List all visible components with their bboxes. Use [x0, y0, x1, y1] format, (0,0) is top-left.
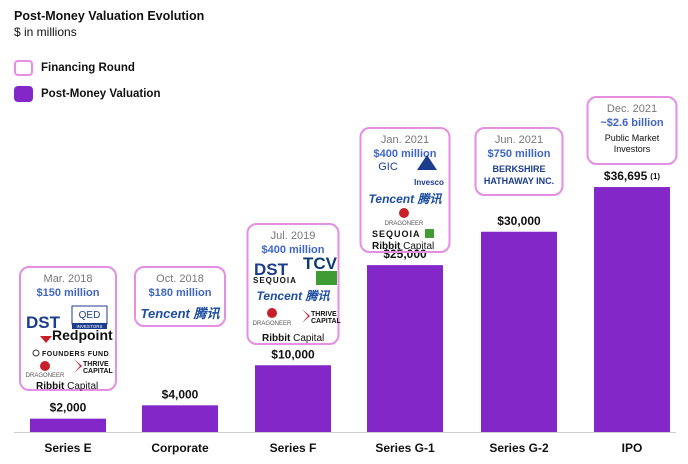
- value-label: $25,000: [383, 247, 427, 261]
- round-date: Jul. 2019: [271, 230, 316, 242]
- investor-logo-dragoneer-mark: [399, 208, 409, 218]
- legend-label: Post-Money Valuation: [41, 88, 161, 100]
- investor-logo-invesco: Invesco: [414, 178, 444, 187]
- investor-logo-dragoneer-mark: [40, 361, 50, 371]
- investor-logo-founders-mark: [32, 349, 40, 357]
- valuation-bar: [30, 418, 106, 432]
- value-label: $10,000: [271, 347, 315, 361]
- round-date: Jun. 2021: [495, 134, 543, 146]
- investor-logo-thrive-mark: [74, 359, 82, 373]
- investor-logo-dragoneer-mark: [267, 308, 277, 318]
- investor-logo-founders-fund: FOUNDERS FUND: [42, 351, 109, 358]
- financing-round-box: [134, 266, 226, 327]
- chart-title: Post-Money Valuation Evolution: [14, 9, 205, 23]
- round-date: Dec. 2021: [607, 103, 657, 115]
- category-label: Series E: [44, 441, 91, 455]
- category-label: Series G-2: [489, 441, 549, 455]
- valuation-bar: [481, 231, 557, 432]
- investor-logo-qed: QED: [79, 310, 101, 321]
- financing-round-box: [246, 223, 340, 345]
- round-amount: $400 million: [262, 244, 325, 256]
- investor-logo-thrive: THRIVE: [83, 361, 109, 368]
- investor-public-market: Public Market: [605, 133, 660, 143]
- investor-logo-tcv-mark: [316, 271, 337, 285]
- round-amount: $150 million: [37, 287, 100, 299]
- category-label: Corporate: [151, 441, 209, 455]
- value-label: $4,000: [162, 387, 199, 401]
- financing-round-box: [19, 266, 117, 391]
- investor-logo-ribbit-capital: Capital: [403, 241, 434, 252]
- financing-round-box: [474, 127, 564, 196]
- round-date: Mar. 2018: [44, 273, 93, 285]
- investor-logo-ribbit-capital: Capital: [293, 333, 324, 344]
- investor-logo-sequoia-mark: [425, 229, 434, 238]
- valuation-bar: [594, 187, 670, 432]
- round-amount: $750 million: [488, 148, 551, 160]
- round-amount: $180 million: [149, 287, 212, 299]
- investor-logo-ribbit-capital: Capital: [67, 381, 98, 392]
- investor-logo-ribbit: Ribbit Capital: [372, 241, 434, 252]
- footnote-marker: (1): [650, 172, 660, 181]
- investor-logo-gic: GIC: [378, 161, 398, 173]
- category-label: IPO: [622, 441, 643, 455]
- investor-logo-dragoneer: DRAGONEER: [253, 321, 292, 327]
- investor-public-market-investors: Investors: [614, 144, 651, 154]
- investor-logo-dragoneer: DRAGONEER: [26, 373, 65, 379]
- investor-logo-berkshire: BERKSHIRE: [492, 164, 545, 174]
- legend-label: Financing Round: [41, 62, 135, 74]
- investor-logo-thrive: THRIVE: [311, 311, 337, 318]
- investor-logo-thrive-capital: CAPITAL: [83, 368, 114, 375]
- investor-logo-invesco-mark: [417, 155, 437, 170]
- round-date: Jan. 2021: [381, 134, 429, 146]
- round-amount: ~$2.6 billion: [600, 117, 664, 129]
- category-label: Series G-1: [375, 441, 435, 455]
- investor-logo-tencent: Tencent 腾讯: [257, 289, 331, 303]
- financing-round-box: [586, 96, 678, 165]
- chart-subtitle: $ in millions: [14, 25, 77, 39]
- valuation-bar: [367, 265, 443, 432]
- investor-logo-ribbit: Ribbit Capital: [36, 381, 98, 392]
- category-label: Series F: [270, 441, 317, 455]
- investor-logo-sequoia: SEQUOIA: [253, 276, 297, 285]
- value-label: $30,000: [497, 214, 541, 228]
- investor-logo-thrive-mark: [302, 309, 310, 323]
- value-label: $2,000: [50, 401, 87, 415]
- investor-logo-qed-band: [72, 323, 107, 329]
- investor-logo-dst: DST: [254, 260, 289, 279]
- valuation-bar: [255, 365, 331, 432]
- legend-swatch-outline: [14, 60, 33, 76]
- value-label: $36,695 (1): [604, 169, 661, 183]
- investor-logo-thrive-capital: CAPITAL: [311, 318, 342, 325]
- investor-logo-hathaway: HATHAWAY INC.: [484, 176, 554, 186]
- investor-logo-qed-sub: INVESTORS: [77, 324, 103, 329]
- legend-item-post-money-valuation: Post-Money Valuation: [14, 86, 161, 102]
- investor-logo-sequoia: SEQUOIA: [372, 229, 421, 239]
- investor-logo-tencent: Tencent 腾讯: [141, 306, 221, 321]
- investor-logo-tencent: Tencent 腾讯: [369, 192, 443, 206]
- round-amount: $400 million: [374, 148, 437, 160]
- legend-swatch-filled: [14, 86, 33, 102]
- financing-round-box: [359, 127, 451, 253]
- investor-logo-dragoneer: DRAGONEER: [385, 221, 424, 227]
- investor-logo-dst: DST: [26, 313, 61, 332]
- investor-logo-tcv: TCV: [303, 254, 338, 273]
- valuation-bar: [142, 405, 218, 432]
- investor-logo-ribbit: Ribbit Capital: [262, 333, 324, 344]
- round-date: Oct. 2018: [156, 273, 204, 285]
- investor-logo-redpoint: Redpoint: [52, 327, 113, 343]
- legend-item-financing-round: Financing Round: [14, 60, 135, 76]
- investor-logo-redpoint-mark: [40, 336, 52, 343]
